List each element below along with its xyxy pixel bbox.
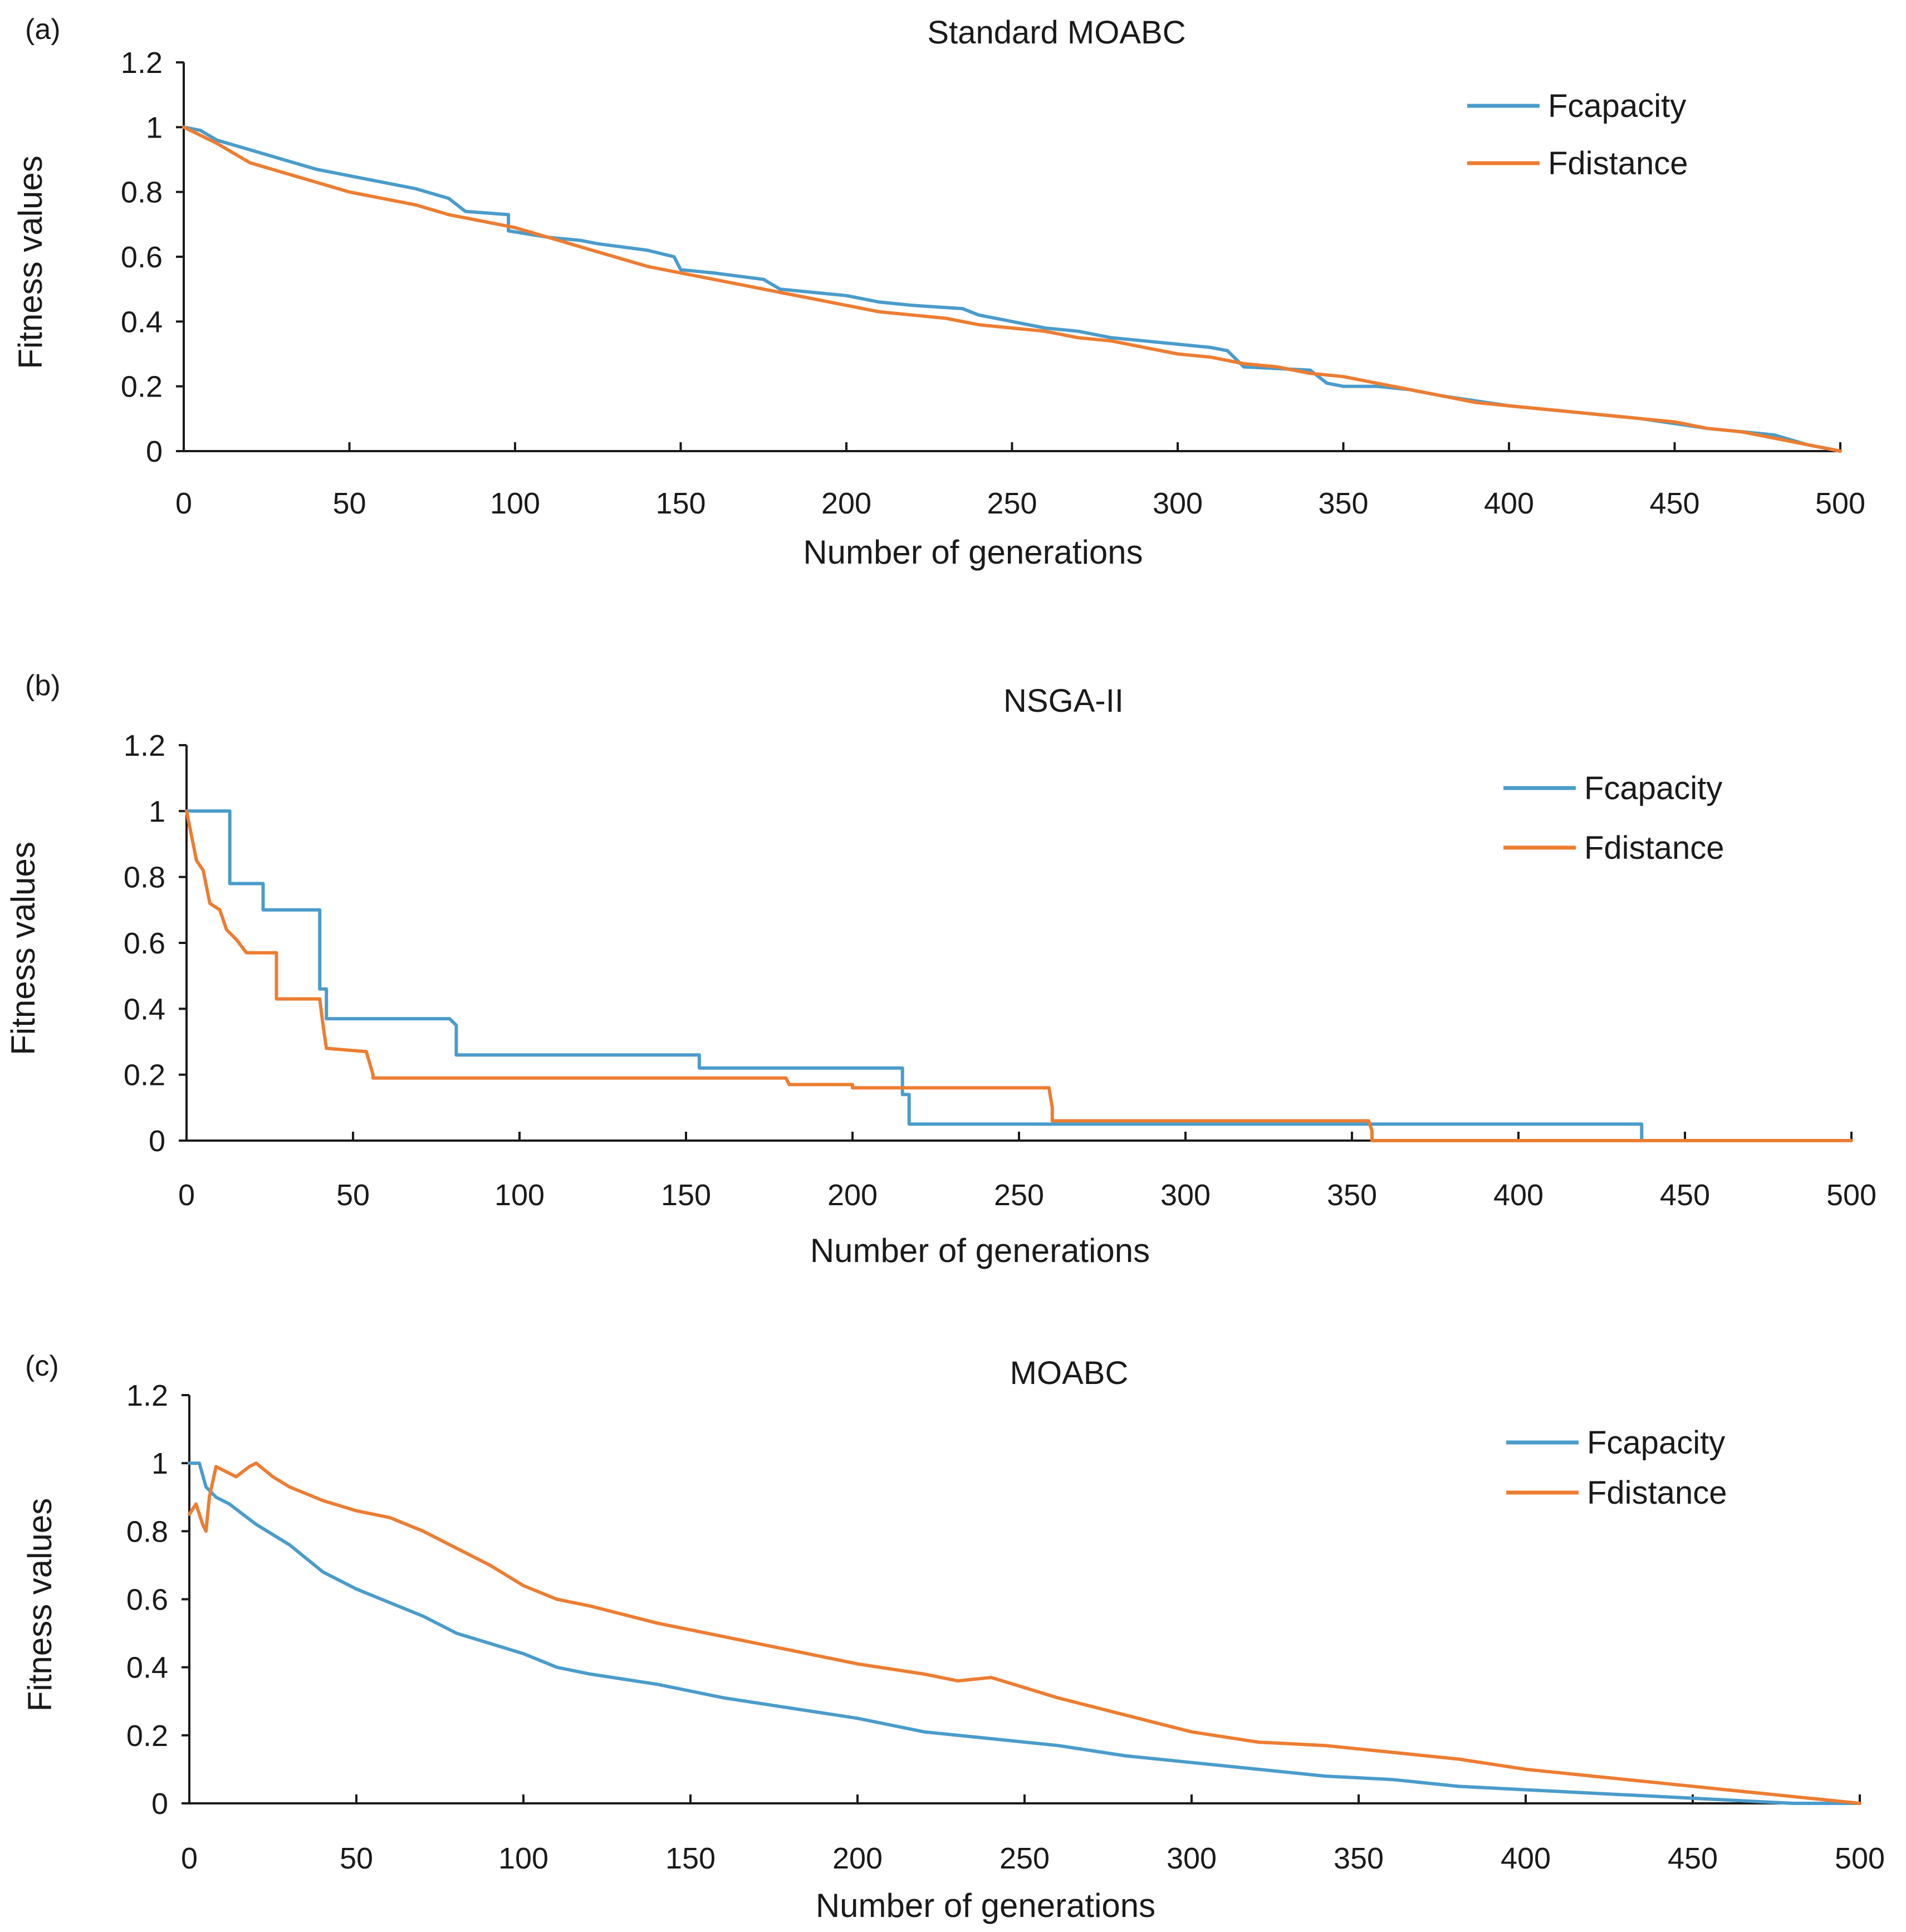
- legend-label: Fdistance: [1587, 1475, 1727, 1511]
- x-tick-label: 50: [340, 1842, 373, 1875]
- y-tick-label: 0.6: [124, 927, 165, 960]
- x-tick-label: 100: [494, 1178, 545, 1212]
- y-tick-label: 0.4: [124, 992, 165, 1026]
- chart-panel-0: (a) Standard MOABC 0 0.2 0.4 0.6 0.8 1 1.2 0 50 100…: [12, 13, 1865, 571]
- x-tick-label: 250: [987, 487, 1037, 520]
- x-tick-label: 450: [1660, 1178, 1710, 1212]
- x-tick-label: 200: [827, 1178, 878, 1212]
- y-tick-label: 1: [151, 1447, 168, 1480]
- y-tick-label: 1.2: [121, 46, 163, 80]
- x-tick-label: 50: [332, 487, 366, 520]
- x-tick-label: 500: [1815, 487, 1865, 520]
- x-tick-label: 0: [181, 1842, 198, 1875]
- x-tick-label: 250: [999, 1842, 1050, 1875]
- y-tick-label: 0.4: [126, 1651, 168, 1685]
- y-tick-label: 1: [149, 795, 165, 828]
- y-tick-label: 0.2: [126, 1719, 168, 1753]
- y-tick-label: 0.8: [126, 1515, 168, 1548]
- panel-label: (a): [25, 13, 61, 46]
- x-tick-label: 150: [665, 1842, 716, 1875]
- x-tick-label: 100: [490, 487, 540, 520]
- legend-label: Fcapacity: [1587, 1425, 1725, 1461]
- x-tick-label: 300: [1153, 487, 1203, 520]
- x-tick-label: 0: [178, 1178, 195, 1212]
- legend-label: Fdistance: [1584, 830, 1724, 866]
- chart-title: NSGA-II: [1003, 683, 1124, 719]
- series-line-fdistance: [188, 1461, 1861, 1805]
- y-tick-label: 0: [151, 1787, 168, 1821]
- chart-panel-1: (b) NSGA-II 0 0.2 0.4 0.6 0.8 1 1.2 0 50 100 150 200 2…: [4, 669, 1876, 1269]
- x-tick-label: 300: [1167, 1842, 1217, 1875]
- x-axis-title: Number of generations: [803, 534, 1143, 571]
- x-tick-label: 500: [1826, 1178, 1876, 1212]
- x-tick-label: 350: [1318, 487, 1368, 520]
- legend-label: Fcapacity: [1548, 88, 1686, 124]
- legend-label: Fdistance: [1548, 145, 1688, 182]
- x-tick-label: 300: [1160, 1178, 1211, 1212]
- y-tick-label: 0.8: [124, 861, 165, 894]
- x-tick-label: 200: [821, 487, 871, 520]
- legend-label: Fcapacity: [1584, 770, 1722, 806]
- x-tick-label: 350: [1327, 1178, 1377, 1212]
- y-tick-label: 0.4: [121, 305, 163, 339]
- panel-label: (c): [25, 1350, 59, 1382]
- x-tick-label: 150: [661, 1178, 711, 1212]
- y-tick-label: 0.2: [121, 370, 163, 404]
- y-tick-label: 0.8: [121, 176, 163, 209]
- y-axis-title: Fitness values: [12, 155, 49, 369]
- x-tick-label: 100: [498, 1842, 548, 1875]
- y-axis-title: Fitness values: [21, 1498, 58, 1712]
- x-tick-label: 450: [1649, 487, 1699, 520]
- y-axis-title: Fitness values: [4, 842, 42, 1055]
- chart-title: Standard MOABC: [927, 14, 1185, 51]
- series-line-fcapacity: [188, 1461, 1861, 1805]
- panel-label: (b): [25, 669, 61, 702]
- y-tick-label: 1.2: [126, 1379, 168, 1412]
- y-tick-label: 0: [146, 435, 163, 468]
- y-tick-label: 1: [146, 111, 163, 144]
- x-tick-label: 500: [1835, 1842, 1885, 1875]
- series-line-fdistance: [182, 125, 1842, 453]
- x-axis-title: Number of generations: [810, 1232, 1150, 1269]
- x-tick-label: 200: [832, 1842, 883, 1875]
- x-tick-label: 150: [655, 487, 705, 520]
- x-axis-title: Number of generations: [816, 1887, 1155, 1924]
- x-tick-label: 0: [175, 487, 192, 520]
- chart-title: MOABC: [1010, 1355, 1129, 1391]
- x-tick-label: 50: [336, 1178, 370, 1212]
- x-tick-label: 400: [1501, 1842, 1551, 1875]
- y-tick-label: 0: [149, 1124, 165, 1158]
- x-tick-label: 450: [1668, 1842, 1718, 1875]
- x-tick-label: 350: [1334, 1842, 1384, 1875]
- x-tick-label: 400: [1493, 1178, 1544, 1212]
- y-tick-label: 0.2: [124, 1059, 165, 1092]
- y-tick-label: 0.6: [126, 1583, 168, 1617]
- y-tick-label: 1.2: [124, 729, 165, 762]
- series-line-fcapacity: [185, 809, 1687, 1142]
- series-line-fdistance: [185, 809, 1853, 1142]
- chart-panel-2: (c) MOABC 0 0.2 0.4 0.6 0.8 1 1.2 0 50 100 150 200 250…: [21, 1350, 1885, 1924]
- x-tick-label: 400: [1484, 487, 1534, 520]
- y-tick-label: 0.6: [121, 241, 163, 274]
- x-tick-label: 250: [994, 1178, 1044, 1212]
